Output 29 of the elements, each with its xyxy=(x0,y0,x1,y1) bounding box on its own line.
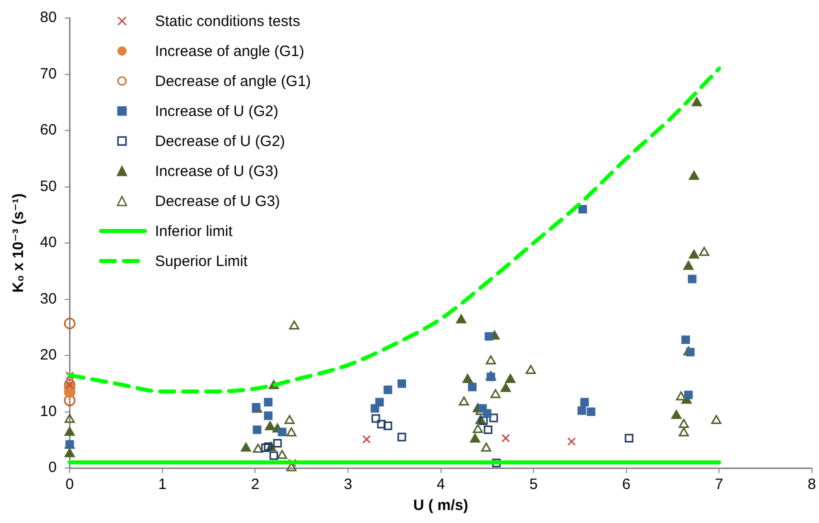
x-tick-label: 4 xyxy=(436,476,445,494)
x-tick-label: 7 xyxy=(714,476,724,494)
legend-label: Increase of angle (G1) xyxy=(155,42,304,60)
legend-label: Increase of U (G2) xyxy=(155,102,278,120)
y-tick-label: 40 xyxy=(40,234,57,252)
x-tick-label: 5 xyxy=(529,476,538,494)
x-tick-label: 8 xyxy=(808,476,816,494)
legend-label: Inferior limit xyxy=(155,222,233,240)
x-tick-label: 2 xyxy=(251,476,260,494)
x-axis-title: U ( m/s) xyxy=(413,497,468,514)
x-tick-label: 1 xyxy=(158,476,167,494)
y-tick-label: 70 xyxy=(40,65,57,82)
y-tick-label: 10 xyxy=(40,402,57,420)
legend-label: Static conditions tests xyxy=(155,12,300,30)
y-tick-label: 30 xyxy=(40,290,57,308)
legend-label: Decrease of U (G2) xyxy=(155,132,286,150)
y-tick-label: 20 xyxy=(40,346,57,364)
y-axis-title: K₀ x 10⁻³ (s⁻¹) xyxy=(10,193,28,293)
y-tick-label: 80 xyxy=(40,9,57,26)
y-tick-label: 60 xyxy=(40,122,57,139)
legend-label: Increase of U (G3) xyxy=(155,162,278,180)
y-tick-label: 50 xyxy=(40,178,57,195)
x-tick-label: 3 xyxy=(344,476,352,494)
x-tick-label: 0 xyxy=(66,476,74,494)
y-tick-label: 0 xyxy=(48,459,57,476)
legend-label: Decrease of U G3) xyxy=(155,192,280,210)
x-tick-label: 6 xyxy=(622,476,630,494)
legend-label: Decrease of angle (G1) xyxy=(155,72,311,90)
legend-label: Superior Limit xyxy=(155,252,248,270)
